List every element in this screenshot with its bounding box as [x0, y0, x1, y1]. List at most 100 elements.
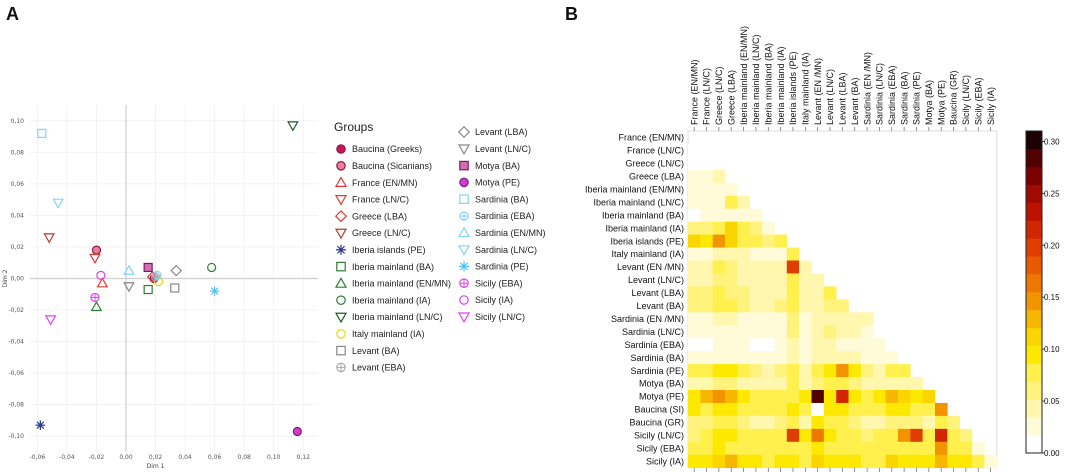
- heatmap-col-label: Sicily (EBA): [973, 77, 983, 125]
- heatmap-cell: [910, 428, 923, 443]
- heatmap-col-label: Levant (EN /MN): [813, 58, 823, 125]
- heatmap-cell: [873, 454, 886, 468]
- legend-label: Greece (LN/C): [352, 228, 411, 238]
- heatmap-cell: [688, 312, 701, 326]
- legend-label: Baucina (Greeks): [352, 144, 422, 154]
- heatmap-cell: [688, 247, 701, 261]
- heatmap-cell: [774, 325, 788, 339]
- heatmap-cell: [910, 390, 923, 404]
- heatmap-cell: [922, 441, 936, 456]
- heatmap-cell: [749, 377, 763, 391]
- heatmap-cell: [688, 325, 701, 339]
- colorbar-frame: [1025, 130, 1043, 454]
- heatmap-cell: [762, 234, 775, 248]
- y-tick-label: 0,08: [11, 149, 25, 156]
- heatmap-cell: [700, 182, 713, 197]
- heatmap-cell: [737, 428, 751, 443]
- legend-label: Levant (BA): [352, 346, 400, 356]
- heatmap-cell: [749, 351, 763, 365]
- y-axis-title: Dim 2: [2, 269, 9, 287]
- heatmap-cell: [725, 325, 738, 339]
- heatmap-cell: [910, 377, 923, 391]
- heatmap-cell: [749, 402, 763, 417]
- heatmap-cell: [749, 221, 763, 235]
- colorbar-swatch: [1026, 131, 1042, 150]
- heatmap-cell: [922, 428, 936, 443]
- heatmap-row-label: Iberia mainland (IA): [605, 223, 684, 233]
- legend-item-levant-eba: Levant (EBA): [336, 362, 406, 373]
- heatmap-cell: [786, 286, 800, 300]
- heatmap-cell: [700, 325, 713, 339]
- legend-label: Iberia islands (PE): [352, 245, 426, 255]
- heatmap-cell: [737, 312, 751, 326]
- heatmap-col-label: France (EN/MN): [689, 59, 699, 125]
- heatmap-cell: [700, 364, 713, 378]
- point-levant-lba: [170, 264, 183, 277]
- legend-label: Sardinia (EBA): [475, 211, 535, 221]
- heatmap-cell: [799, 338, 812, 352]
- heatmap-cell: [737, 325, 751, 339]
- heatmap-cell: [836, 415, 849, 430]
- heatmap-cell: [848, 338, 862, 352]
- scatter-legend: Groups Baucina (Greeks) Baucina (Sicanian…: [334, 120, 546, 373]
- heatmap-cell: [688, 338, 701, 352]
- heatmap-cell: [737, 195, 751, 209]
- heatmap-cell: [910, 441, 923, 456]
- heatmap-row-label: Sardinia (EBA): [624, 340, 684, 350]
- heatmap-cell: [786, 247, 800, 261]
- legend-item-iberia-islands-pe: Iberia islands (PE): [335, 244, 426, 255]
- heatmap-cell: [712, 208, 726, 222]
- legend-item-greece-ln-c: Greece (LN/C): [334, 228, 411, 240]
- heatmap-cell: [774, 441, 788, 456]
- heatmap-cell: [897, 441, 911, 456]
- heatmap-cell: [873, 364, 886, 378]
- heatmap-cell: [823, 454, 837, 468]
- legend-item-italy-mainland-ia: Italy mainland (IA): [336, 328, 425, 339]
- y-tick-label: 0,00: [11, 276, 25, 283]
- legend-label: Levant (EBA): [352, 363, 406, 373]
- heatmap-cell: [762, 312, 775, 326]
- heatmap-cell: [737, 377, 751, 391]
- heatmap-cell: [749, 312, 763, 326]
- heatmap-col-label: Motya (PE): [936, 80, 946, 125]
- x-tick-label: 0,06: [208, 454, 222, 461]
- heatmap-cell: [860, 377, 874, 391]
- heatmap-cell: [811, 286, 825, 300]
- legend-label: Baucina (Sicanians): [352, 161, 432, 171]
- legend-item-sardinia-eba: Sardinia (EBA): [459, 211, 535, 221]
- heatmap-cell: [737, 415, 751, 430]
- heatmap-cell: [762, 377, 775, 391]
- heatmap-cell: [922, 454, 936, 468]
- heatmap-cell: [811, 428, 825, 443]
- heatmap-cell: [737, 364, 751, 378]
- heatmap-row-label: Levant (EN /MN): [617, 262, 684, 272]
- heatmap-cell: [712, 286, 726, 300]
- heatmap-row-label: Sardinia (EN /MN): [611, 314, 684, 324]
- heatmap-cell: [725, 195, 738, 209]
- heatmap-col-label: Sardinia (LN/C): [875, 63, 885, 125]
- heatmap-cell: [860, 338, 874, 352]
- heatmap-cell: [749, 338, 763, 352]
- heatmap-cell: [811, 402, 825, 417]
- heatmap-cell: [823, 325, 837, 339]
- heatmap-cell: [848, 428, 862, 443]
- heatmap-cell: [935, 441, 948, 456]
- heatmap-cell: [947, 415, 960, 430]
- heatmap-cell: [712, 351, 726, 365]
- heatmap-cell: [700, 286, 713, 300]
- heatmap-cell: [947, 441, 960, 456]
- heatmap-cell: [799, 299, 812, 313]
- y-tick-label: 0,06: [11, 181, 25, 188]
- heatmap-cell: [848, 351, 862, 365]
- heatmap-cell: [688, 415, 701, 430]
- heatmap-cell: [725, 351, 738, 365]
- heatmap-row-label: France (EN/MN): [618, 133, 684, 143]
- heatmap-row-label: Baucina (SI): [634, 405, 684, 415]
- legend-label: Sardinia (EN/MN): [475, 228, 546, 238]
- heatmap-row-label: Sicily (EBA): [636, 443, 684, 453]
- legend-label: France (LN/C): [352, 195, 409, 205]
- heatmap-cell: [700, 273, 713, 287]
- heatmap-cell: [786, 273, 800, 287]
- heatmap-cell: [712, 454, 726, 468]
